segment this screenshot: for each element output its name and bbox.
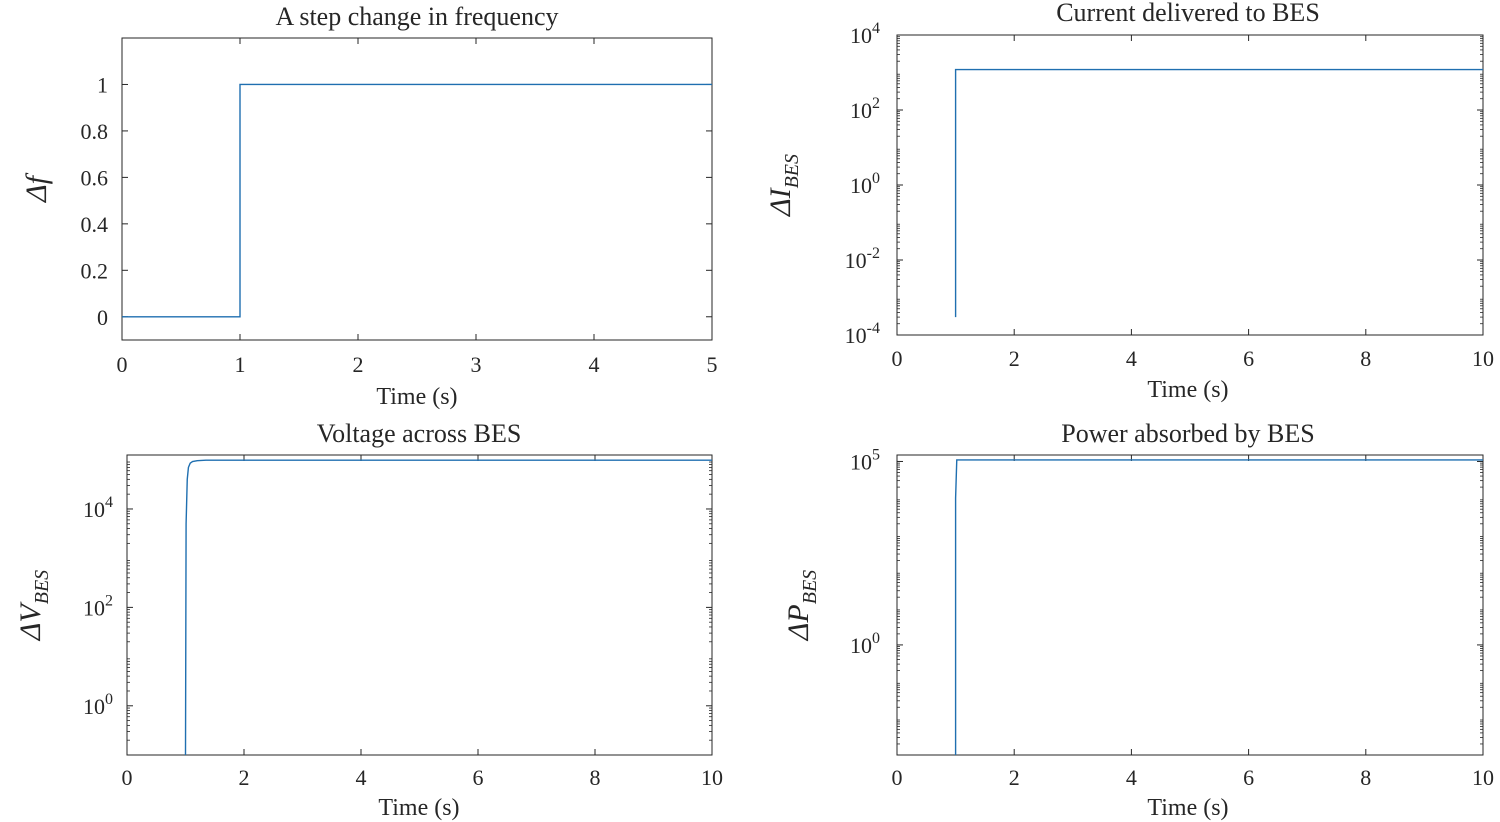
- x-tick-label: 2: [239, 765, 250, 790]
- x-tick-label: 2: [353, 352, 364, 377]
- series-line: [122, 83, 712, 318]
- x-tick-label: 2: [1009, 346, 1020, 371]
- y-axis-label: ΔPBES: [782, 570, 821, 641]
- y-tick-label: 102: [850, 95, 880, 123]
- x-tick-label: 1: [235, 352, 246, 377]
- x-tick-label: 0: [892, 346, 903, 371]
- x-tick-label: 0: [892, 765, 903, 790]
- x-tick-label: 5: [707, 352, 718, 377]
- x-tick-label: 2: [1009, 765, 1020, 790]
- y-tick-label: 105: [850, 446, 880, 474]
- chart-title: Voltage across BES: [317, 419, 522, 448]
- plot-area: [126, 454, 713, 756]
- y-tick-label: 100: [850, 170, 880, 198]
- x-axis-label: Time (s): [1147, 795, 1228, 821]
- plot-area: [121, 37, 713, 341]
- series-line: [954, 68, 1483, 318]
- y-tick-label: 104: [83, 494, 113, 522]
- y-tick-label: 0: [97, 305, 108, 330]
- y-axis-label: Δf: [20, 172, 53, 203]
- chart-current-bes: Current delivered to BES 0 2 4 6 8 10 10-4 10-2…: [764, 0, 1494, 403]
- tick-group: 0 2 4 6 8 10 10-4 10-2 100 102 104: [845, 20, 1494, 371]
- x-tick-label: 0: [122, 765, 133, 790]
- chart-frequency-step: A step change in frequency 0 1 2 3 4 5 0 0.2 0.4…: [20, 2, 718, 410]
- x-tick-label: 4: [1126, 765, 1137, 790]
- chart-title: Power absorbed by BES: [1061, 419, 1314, 448]
- x-tick-label: 3: [471, 352, 482, 377]
- x-tick-label: 8: [590, 765, 601, 790]
- y-tick-label: 0.2: [81, 258, 109, 283]
- series-group: [184, 459, 712, 756]
- y-tick-label: 0.8: [81, 119, 109, 144]
- y-tick-label: 1: [97, 72, 108, 97]
- chart-title: A step change in frequency: [275, 2, 558, 31]
- y-axis-label: ΔIBES: [764, 154, 803, 217]
- x-tick-label: 4: [589, 352, 600, 377]
- chart-voltage-bes: Voltage across BES 0 2 4 6 8 10 100 102 104 Time…: [14, 419, 723, 821]
- tick-group: 0 2 4 6 8 10 100 105: [850, 446, 1494, 790]
- x-tick-label: 10: [1472, 346, 1494, 371]
- plot-area: [896, 34, 1484, 336]
- x-tick-label: 10: [1472, 765, 1494, 790]
- y-tick-label: 100: [83, 691, 113, 719]
- x-axis-label: Time (s): [376, 384, 457, 410]
- chart-title: Current delivered to BES: [1056, 0, 1320, 27]
- x-tick-label: 8: [1360, 346, 1371, 371]
- series-line: [184, 459, 712, 756]
- y-tick-label: 100: [850, 630, 880, 658]
- x-tick-label: 8: [1360, 765, 1371, 790]
- x-axis-label: Time (s): [378, 795, 459, 821]
- x-tick-label: 0: [117, 352, 128, 377]
- x-tick-label: 6: [1243, 346, 1254, 371]
- y-tick-label: 104: [850, 20, 880, 48]
- x-tick-label: 6: [473, 765, 484, 790]
- y-tick-label: 10-4: [845, 320, 880, 348]
- x-axis-label: Time (s): [1147, 377, 1228, 403]
- tick-group: 0 2 4 6 8 10 100 102 104: [83, 455, 723, 790]
- y-tick-label: 102: [83, 592, 113, 620]
- series-group: [122, 83, 712, 318]
- tick-group: 0 1 2 3 4 5 0 0.2 0.4 0.6 0.8 1: [81, 38, 718, 377]
- x-tick-label: 4: [1126, 346, 1137, 371]
- y-tick-label: 10-2: [845, 245, 880, 273]
- y-tick-label: 0.6: [81, 165, 109, 190]
- series-group: [954, 68, 1483, 318]
- plot-area: [896, 454, 1484, 756]
- y-axis-label: ΔVBES: [14, 570, 53, 641]
- x-tick-label: 10: [701, 765, 723, 790]
- chart-power-bes: Power absorbed by BES 0 2 4 6 8 10 100 105 Time…: [782, 419, 1494, 821]
- x-tick-label: 6: [1243, 765, 1254, 790]
- x-tick-label: 4: [356, 765, 367, 790]
- series-line: [954, 459, 1483, 755]
- y-tick-label: 0.4: [81, 212, 109, 237]
- series-group: [954, 459, 1483, 755]
